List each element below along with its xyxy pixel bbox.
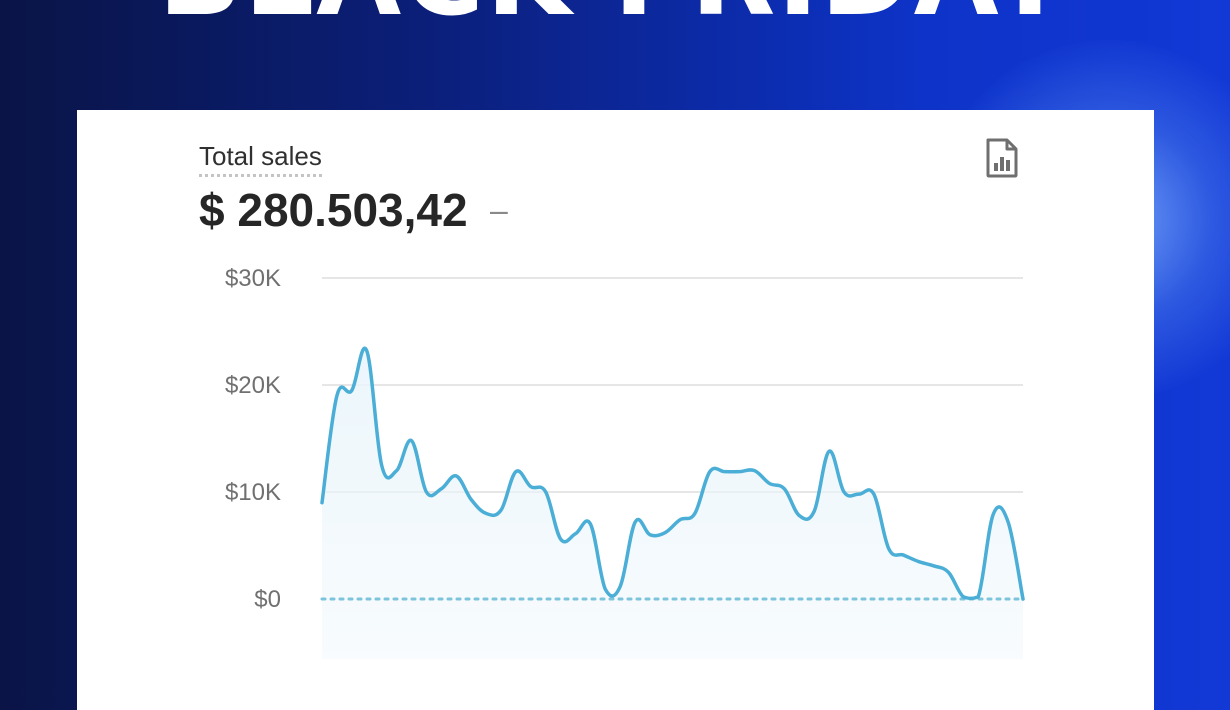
data-point bbox=[932, 564, 936, 568]
banner-title: BLACK FRIDAY bbox=[0, 0, 1230, 36]
data-point bbox=[708, 470, 712, 474]
data-point bbox=[842, 490, 846, 494]
data-point bbox=[917, 560, 921, 564]
data-point bbox=[872, 492, 876, 496]
data-point bbox=[350, 388, 354, 392]
data-point bbox=[738, 470, 742, 474]
data-point bbox=[946, 570, 950, 574]
sales-area-fill bbox=[322, 348, 1023, 659]
data-point bbox=[454, 474, 458, 478]
y-tick-label: $0 bbox=[254, 586, 281, 613]
data-point bbox=[499, 508, 503, 512]
data-point bbox=[409, 439, 413, 443]
sales-chart: $30K $20K $10K $0 bbox=[225, 265, 1025, 659]
sales-line bbox=[320, 346, 1025, 601]
data-point bbox=[991, 512, 995, 516]
y-tick-label: $30K bbox=[225, 265, 281, 292]
data-point bbox=[588, 522, 592, 526]
data-point bbox=[693, 511, 697, 515]
data-point bbox=[514, 470, 518, 474]
data-point bbox=[648, 533, 652, 537]
data-point bbox=[380, 463, 384, 467]
metric-label[interactable]: Total sales bbox=[199, 140, 322, 177]
data-point bbox=[559, 537, 563, 541]
metric-row: $ 280.503,42 – bbox=[199, 182, 508, 238]
data-point bbox=[320, 501, 324, 505]
metric-value: $ 280.503,42 bbox=[199, 184, 468, 236]
data-point bbox=[1006, 520, 1010, 524]
data-point bbox=[544, 490, 548, 494]
data-point bbox=[902, 553, 906, 557]
data-point bbox=[484, 511, 488, 515]
data-point bbox=[961, 595, 965, 599]
data-point bbox=[1021, 597, 1025, 601]
metric-change: – bbox=[490, 192, 508, 228]
data-point bbox=[976, 595, 980, 599]
data-point bbox=[335, 394, 339, 398]
data-point bbox=[603, 587, 607, 591]
data-point bbox=[812, 509, 816, 513]
data-point bbox=[469, 497, 473, 501]
data-point bbox=[678, 518, 682, 522]
data-point bbox=[887, 547, 891, 551]
data-point bbox=[424, 490, 428, 494]
data-point bbox=[857, 492, 861, 496]
data-point bbox=[797, 514, 801, 518]
data-point bbox=[574, 532, 578, 536]
y-tick-label: $10K bbox=[225, 479, 281, 506]
data-point bbox=[827, 449, 831, 453]
data-point bbox=[723, 470, 727, 474]
data-point bbox=[767, 481, 771, 485]
data-point bbox=[365, 349, 369, 353]
data-point bbox=[633, 520, 637, 524]
data-point bbox=[753, 469, 757, 473]
y-tick-label: $20K bbox=[225, 372, 281, 399]
data-point bbox=[529, 485, 533, 489]
data-point bbox=[618, 584, 622, 588]
sales-card: Total sales $ 280.503,42 – $30K $20K $10K $… bbox=[77, 110, 1154, 710]
data-point bbox=[663, 531, 667, 535]
data-point bbox=[395, 469, 399, 473]
report-chart-icon[interactable] bbox=[985, 138, 1019, 178]
data-point bbox=[782, 487, 786, 491]
data-point bbox=[439, 487, 443, 491]
